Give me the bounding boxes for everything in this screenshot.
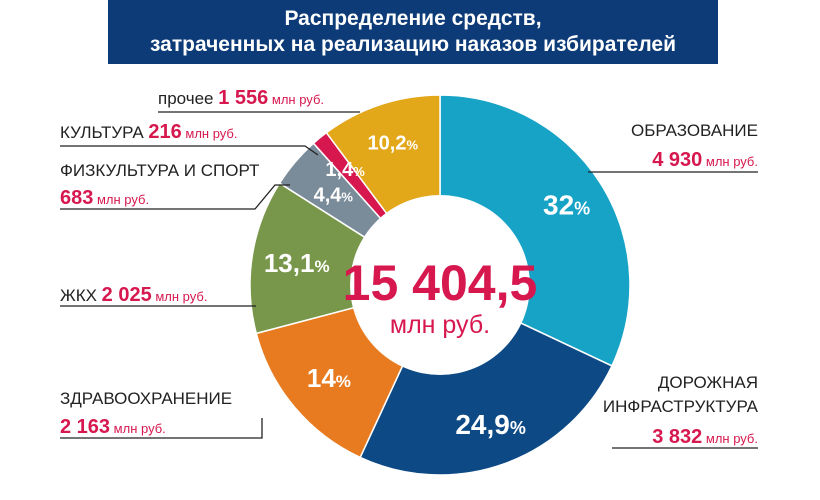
slice-4-leader-line [60,184,290,210]
slice-5-percent-label: 1,4% [325,159,365,181]
slice-1-percent-label: 24,9% [455,409,526,440]
slice-2-amount: 2 163 млн руб. [60,416,166,438]
category-labels-group: ОБРАЗОВАНИЕ 4 930 млн руб. ДОРОЖНАЯ ИНФРАСТ… [60,87,759,449]
total-value: 15 404,5 [343,255,538,311]
slice-4-percent-label: 4,4% [314,184,354,206]
total-unit: млн руб. [390,311,490,339]
slice-0-amount: 4 930 млн руб. [652,149,758,171]
slice-2-percent-label: 14% [307,363,351,393]
slice-4-amount: 683 млн руб. [60,187,149,209]
slice-3-label: ЖКХ 2 025 млн руб. [60,284,207,306]
slice-0-percent-label: 32% [543,189,590,220]
slice-0-name-line-1: ОБРАЗОВАНИЕ [631,121,758,140]
slice-1-amount: 3 832 млн руб. [652,426,758,448]
slice-4-name-line-1: ФИЗКУЛЬТУРА И СПОРТ [60,161,259,180]
title-line-1: Распределение средств, [284,7,542,30]
title-line-2: затраченных на реализацию наказов избира… [150,33,676,56]
slice-6-percent-label: 10,2% [368,133,419,155]
percent-labels-group: 32% 24,9% 14% 13,1% 4,4% 1,4%10,2% [264,133,590,440]
slice-1-name-line-1: ДОРОЖНАЯ [658,373,758,392]
slice-1-name-line-2: ИНФРАСТРУКТУРА [603,397,759,416]
slice-2-name-line-1: ЗДРАВООХРАНЕНИЕ [60,389,232,408]
slice-5-label: КУЛЬТУРА 216 млн руб. [60,121,237,143]
slice-3-percent-label: 13,1% [264,248,330,278]
chart-title: Распределение средств, затраченных на ре… [108,0,718,64]
slice-2-leader-line [60,418,263,439]
slice-6-label: прочее 1 556 млн руб. [158,87,324,109]
slice-5-leader-line [60,145,319,156]
donut-hole [350,195,530,375]
